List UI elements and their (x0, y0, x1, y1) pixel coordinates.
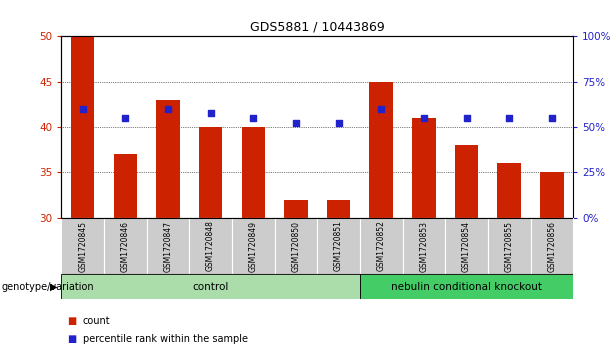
Text: GSM1720848: GSM1720848 (206, 221, 215, 272)
Bar (61, 274, 360, 299)
Point (376, 106, 386, 112)
Bar (104, 218, 147, 274)
Bar (327, 200, 350, 218)
Bar (412, 118, 436, 218)
Bar (540, 172, 563, 218)
Title: GDS5881 / 10443869: GDS5881 / 10443869 (250, 21, 384, 34)
Text: GSM1720849: GSM1720849 (249, 221, 257, 272)
Point (206, 110, 216, 116)
Text: GSM1720852: GSM1720852 (377, 221, 386, 272)
Text: GSM1720853: GSM1720853 (419, 221, 428, 272)
Point (78, 106, 88, 112)
Bar (370, 82, 393, 218)
Text: GSM1720851: GSM1720851 (334, 221, 343, 272)
Bar (497, 163, 521, 218)
Bar (199, 127, 223, 218)
Text: ■: ■ (67, 334, 77, 344)
Text: GSM1720856: GSM1720856 (547, 221, 557, 272)
Text: ▶: ▶ (50, 282, 58, 292)
Point (120, 115, 130, 121)
Bar (445, 218, 488, 274)
Bar (530, 218, 573, 274)
Point (248, 115, 258, 121)
Bar (113, 154, 137, 218)
Bar (284, 200, 308, 218)
Bar (403, 218, 445, 274)
Bar (360, 274, 573, 299)
Text: count: count (83, 316, 110, 326)
Bar (147, 218, 189, 274)
Text: control: control (192, 282, 229, 292)
Bar (71, 36, 94, 218)
Point (462, 115, 471, 121)
Point (163, 106, 173, 112)
Bar (488, 218, 530, 274)
Bar (455, 145, 478, 218)
Text: GSM1720854: GSM1720854 (462, 221, 471, 272)
Text: GSM1720846: GSM1720846 (121, 221, 130, 272)
Point (419, 115, 428, 121)
Bar (156, 100, 180, 218)
Text: genotype/variation: genotype/variation (1, 282, 94, 292)
Bar (232, 218, 275, 274)
Text: GSM1720855: GSM1720855 (504, 221, 514, 272)
Text: GSM1720850: GSM1720850 (291, 221, 300, 272)
Bar (242, 127, 265, 218)
Bar (189, 218, 232, 274)
Text: percentile rank within the sample: percentile rank within the sample (83, 334, 248, 344)
Point (504, 115, 514, 121)
Point (291, 119, 301, 125)
Bar (318, 218, 360, 274)
Bar (61, 218, 104, 274)
Point (333, 119, 343, 125)
Bar (275, 218, 318, 274)
Bar (360, 218, 403, 274)
Text: GSM1720847: GSM1720847 (164, 221, 172, 272)
Point (547, 115, 557, 121)
Text: GSM1720845: GSM1720845 (78, 221, 87, 272)
Text: nebulin conditional knockout: nebulin conditional knockout (391, 282, 542, 292)
Text: ■: ■ (67, 316, 77, 326)
